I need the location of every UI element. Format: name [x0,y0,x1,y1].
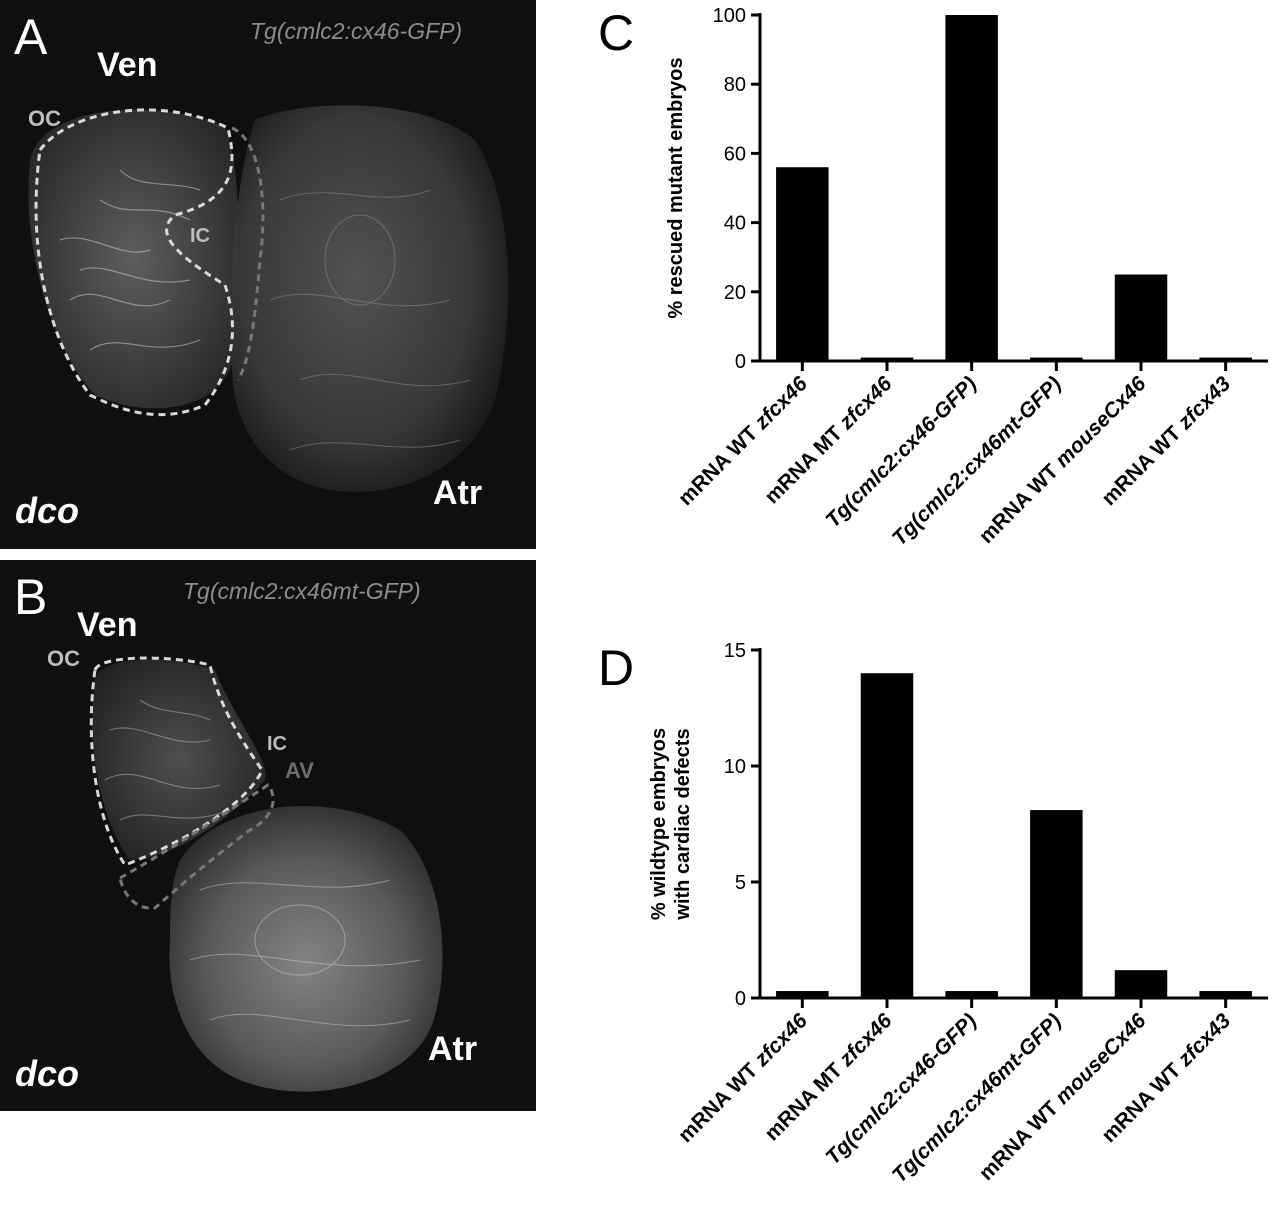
atrial-cells-a [269,189,471,451]
bar-chart-c: 0 20 40 60 80 100 % rescued mutant embryos mRNA… [0,0,1280,610]
y-tick-label: 15 [724,640,746,662]
y-axis-label: % wildtype embryos [648,728,670,920]
ventricle-shape-b [91,659,266,860]
atrial-cells-b [189,879,421,1027]
y-tick-label: 0 [735,351,746,373]
ventricle-label-a: Ven [97,46,158,84]
y-tick-label: 5 [735,872,746,894]
heart-image-a [28,105,509,492]
bar [1114,274,1168,361]
ic-label-a: IC [190,225,210,247]
panel-letter-d: D [598,640,635,696]
y-tick-label: 0 [735,988,746,1010]
construct-label-b: Tg(cmlc2:cx46mt-GFP) [183,578,421,604]
av-canal-outline-b [118,782,275,910]
x-tick-label: mRNA WT mouseCx46 [975,1009,1151,1185]
ventricle-label-b: Ven [77,606,138,644]
bar [1114,970,1168,998]
atrium-shape-a [231,105,509,492]
genotype-label-a: dco [15,490,80,531]
av-label-b: AV [285,758,314,783]
trabeculae-b [104,699,231,821]
bar [860,673,914,998]
x-tick-label: Tg(cmlc2:cx46mt-GFP) [888,372,1066,550]
oc-label-b: OC [47,646,80,671]
x-tick-label: Tg(cmlc2:cx46-GFP) [821,1009,981,1169]
chart-svg-c: 0 20 40 60 80 100 % rescued mutant embryos mRNA… [665,5,1268,550]
bar [1199,357,1252,361]
ic-label-b: IC [267,733,287,755]
trabeculae-a [59,169,201,351]
bar [1199,991,1252,998]
atrium-label-a: Atr [433,474,483,512]
y-tick-label: 10 [724,756,746,778]
y-axis-label: with cardiac defects [672,728,694,920]
micrograph-panel-a: A Tg(cmlc2:cx46-GFP) Ven OC IC Atr dco [0,0,536,549]
bar [1030,357,1083,361]
bar [945,991,998,998]
heart-image-b [89,656,443,1092]
atrium-label-b: Atr [428,1030,478,1068]
bar [945,15,998,361]
panel-letter-a: A [14,9,48,65]
bar [1030,810,1083,998]
bar-chart-d: 0 5 10 15 % wildtype embryos with cardiac def… [0,620,1280,1230]
y-tick-label: 100 [713,5,746,27]
bar [776,991,829,998]
y-tick-label: 80 [724,74,746,96]
y-axis-label: % rescued mutant embryos [665,57,687,318]
y-tick-label: 60 [724,143,746,165]
bar [776,167,829,361]
outer-curvature-outline-a [34,108,234,417]
x-tick-label: mRNA WT mouseCx46 [975,372,1151,548]
y-tick-label: 40 [724,213,746,235]
outer-curvature-outline-b [89,656,264,867]
panel-letter-b: B [14,569,48,625]
atrium-shape-b [169,806,443,1092]
chart-svg-d: 0 5 10 15 % wildtype embryos with cardiac def… [648,640,1268,1187]
construct-label-a: Tg(cmlc2:cx46-GFP) [250,18,463,44]
x-tick-label: Tg(cmlc2:cx46-GFP) [821,372,981,532]
micrograph-panel-b: B Tg(cmlc2:cx46mt-GFP) Ven OC IC AV Atr … [0,560,536,1111]
x-tick-label: Tg(cmlc2:cx46mt-GFP) [888,1009,1066,1187]
panel-letter-c: C [598,5,635,61]
inner-curvature-outline-a [231,126,265,381]
ventricle-shape-a [28,109,240,409]
genotype-label-b: dco [15,1053,80,1094]
y-tick-label: 20 [724,282,746,304]
bar [860,357,914,361]
oc-label-a: OC [28,106,61,131]
